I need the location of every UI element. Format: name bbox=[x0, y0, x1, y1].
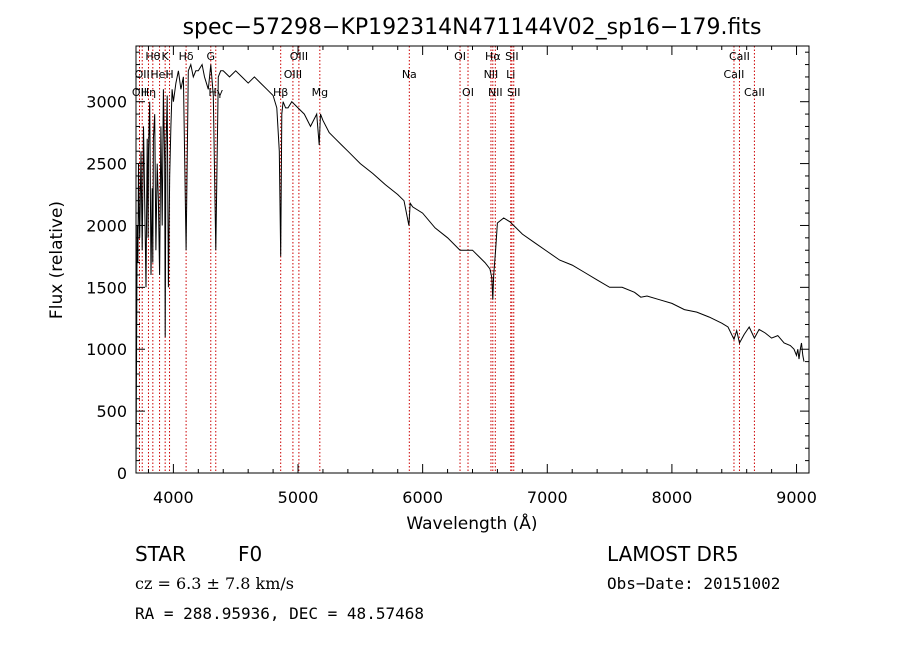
chart-title: spec−57298−KP192314N471144V02_sp16−179.f… bbox=[183, 15, 762, 40]
object-subclass: F0 bbox=[238, 542, 263, 566]
x-tick-label: 9000 bbox=[776, 488, 817, 507]
spectral-line-label: Hβ bbox=[273, 86, 288, 99]
spectral-line-label: OI bbox=[462, 86, 474, 99]
spectral-line-label: Li bbox=[506, 68, 515, 81]
spectral-line-label: Mg bbox=[312, 86, 328, 99]
spectral-line-label: CaII bbox=[744, 86, 765, 99]
y-tick-label: 0 bbox=[117, 464, 127, 483]
spectral-line-label: OII bbox=[135, 68, 150, 81]
spectral-line-label: Na bbox=[402, 68, 417, 81]
spectral-line-label: Hγ bbox=[208, 86, 223, 99]
spectrum-series-line bbox=[135, 62, 805, 474]
y-tick-label: 2500 bbox=[86, 155, 127, 174]
ra-dec-coordinates: RA = 288.95936, DEC = 48.57468 bbox=[135, 604, 424, 623]
spectral-line-label: OIII bbox=[284, 68, 302, 81]
spectral-line-label: OI bbox=[454, 50, 466, 63]
x-tick-label: 6000 bbox=[402, 488, 443, 507]
spectral-line-markers bbox=[138, 46, 755, 473]
spectral-line-label: CaII bbox=[729, 50, 750, 63]
spectral-line-label: K bbox=[162, 50, 170, 63]
x-tick-label: 5000 bbox=[278, 488, 319, 507]
y-tick-label: 2000 bbox=[86, 216, 127, 235]
spectral-line-label: Hθ bbox=[145, 50, 160, 63]
x-axis: 4000 5000 6000 7000 8000 9000 bbox=[147, 46, 817, 507]
spectral-line-label: CaII bbox=[724, 68, 745, 81]
spectral-line-label: Hα bbox=[485, 50, 501, 63]
spectral-line-label: Hδ bbox=[179, 50, 194, 63]
y-tick-label: 1500 bbox=[86, 278, 127, 297]
y-tick-label: 500 bbox=[96, 402, 127, 421]
spectral-line-label: Hη bbox=[141, 86, 156, 99]
plot-frame bbox=[135, 45, 810, 474]
redshift-velocity: cz = 6.3 ± 7.8 km/s bbox=[135, 574, 294, 593]
spectral-line-label: SII bbox=[505, 50, 518, 63]
x-tick-label: 4000 bbox=[153, 488, 194, 507]
spectral-line-label: H bbox=[165, 68, 173, 81]
y-axis: 0 500 1000 1500 2000 2500 3000 bbox=[86, 51, 809, 483]
survey-name: LAMOST DR5 bbox=[607, 542, 739, 566]
spectral-line-label: OIII bbox=[290, 50, 308, 63]
y-axis-label: Flux (relative) bbox=[47, 201, 67, 319]
x-tick-label: 7000 bbox=[527, 488, 568, 507]
y-tick-label: 1000 bbox=[86, 340, 127, 359]
x-axis-label: Wavelength (Å) bbox=[406, 512, 537, 534]
observation-date: Obs−Date: 20151002 bbox=[607, 574, 781, 593]
spectral-line-label: HeI bbox=[150, 68, 168, 81]
x-tick-label: 8000 bbox=[652, 488, 693, 507]
spectral-line-label: SII bbox=[507, 86, 520, 99]
object-class: STAR bbox=[135, 542, 186, 566]
spectral-line-label: G bbox=[207, 50, 216, 63]
y-tick-label: 3000 bbox=[86, 93, 127, 112]
spectral-line-label: NII bbox=[488, 86, 503, 99]
spectral-line-label: NII bbox=[484, 68, 499, 81]
